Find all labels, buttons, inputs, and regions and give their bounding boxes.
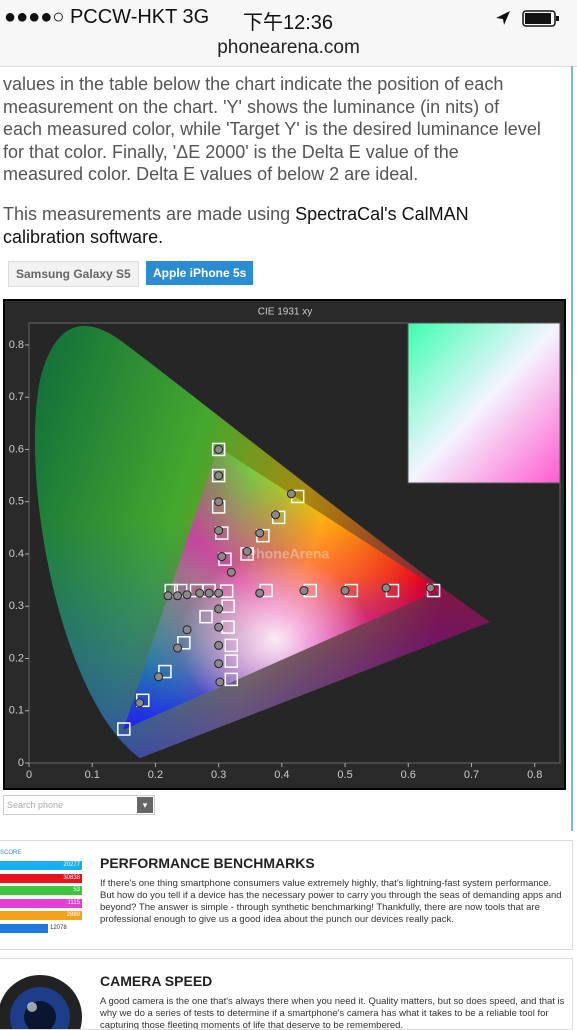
measured-point bbox=[226, 567, 236, 577]
y-tick-label: 0.7 bbox=[9, 391, 24, 403]
tab[interactable]: Samsung Galaxy S5 bbox=[8, 261, 139, 287]
x-tick-label: 0.2 bbox=[148, 769, 163, 781]
y-tick-label: 0.5 bbox=[9, 496, 24, 508]
y-tick-label: 0 bbox=[18, 757, 24, 769]
measured-point bbox=[182, 625, 192, 635]
target-point bbox=[211, 442, 226, 457]
measured-point bbox=[195, 588, 205, 598]
measured-point bbox=[214, 588, 224, 598]
score-value: 2889 bbox=[66, 912, 80, 918]
card-title: PERFORMANCE BENCHMARKS bbox=[100, 855, 315, 871]
paragraph: This measurements are made using Spectra… bbox=[3, 203, 543, 248]
chart: CIE 1931 xy PhoneArena 0 0.1 0.2 0.3 0.4 0.5 0… bbox=[3, 299, 566, 790]
status-icons bbox=[496, 10, 559, 27]
watermark: PhoneArena bbox=[247, 546, 330, 562]
measured-point bbox=[163, 591, 173, 601]
x-tick-label: 0 bbox=[26, 769, 32, 781]
target-point bbox=[224, 672, 239, 687]
tab-active[interactable]: Apple iPhone 5s bbox=[146, 261, 254, 285]
x-tick-label: 0.1 bbox=[85, 769, 100, 781]
measured-point bbox=[214, 444, 224, 454]
chart-title: CIE 1931 xy bbox=[258, 307, 312, 318]
measured-point bbox=[340, 586, 350, 596]
x-tick-label: 0.4 bbox=[274, 769, 289, 781]
measured-point bbox=[214, 640, 224, 650]
score-bar: 2889 bbox=[0, 911, 82, 920]
x-tick-label: 0.6 bbox=[401, 769, 416, 781]
measured-point bbox=[242, 546, 252, 556]
measured-point bbox=[425, 583, 435, 593]
lead-text: This measurements are made using bbox=[3, 204, 296, 224]
target-point bbox=[211, 468, 226, 483]
target-point bbox=[224, 654, 239, 668]
card[interactable]: CAMERA SPEED A good camera is the one th… bbox=[0, 958, 573, 1030]
measured-point bbox=[214, 604, 224, 614]
search-box[interactable]: Search phone ▾ bbox=[3, 795, 155, 815]
clock: 下午12:36 bbox=[243, 12, 334, 34]
y-tick-label: 0.2 bbox=[9, 652, 24, 664]
measured-point bbox=[286, 489, 296, 499]
y-tick-label: 0.1 bbox=[9, 705, 24, 717]
border bbox=[571, 66, 573, 831]
measured-point bbox=[217, 552, 227, 562]
score-value: 1115 bbox=[67, 899, 80, 906]
target-point bbox=[224, 638, 239, 653]
measured-point bbox=[214, 622, 224, 632]
measured-point bbox=[215, 677, 225, 687]
score-bar: 20277 bbox=[0, 861, 82, 870]
measured-point bbox=[204, 588, 214, 598]
measured-point bbox=[214, 659, 224, 669]
measured-point bbox=[173, 643, 183, 653]
link[interactable]: SpectraCal's CalMAN calibration software… bbox=[3, 204, 469, 247]
measured-point bbox=[182, 590, 192, 600]
card-title: CAMERA SPEED bbox=[100, 973, 213, 989]
score-value: 20277 bbox=[63, 862, 80, 868]
x-tick-label: 0.7 bbox=[464, 769, 479, 781]
status-bar: ●●●●○ PCCW-HKT 3G 下午12:36 phonearena.com bbox=[0, 0, 577, 67]
y-tick-label: 0.6 bbox=[9, 443, 24, 455]
card[interactable]: SCORE 20277 30838 53 1115 2889 12078 PERFORMA… bbox=[0, 840, 573, 950]
target-point bbox=[117, 722, 131, 736]
score-bar: 1115 bbox=[0, 898, 82, 908]
score-image: SCORE 20277 30838 53 1115 2889 12078 bbox=[0, 849, 86, 945]
camera-lens bbox=[0, 975, 82, 1029]
measured-point bbox=[214, 525, 224, 535]
x-tick-label: 0.8 bbox=[527, 769, 542, 781]
measured-point bbox=[381, 583, 391, 593]
y-tick-label: 0.3 bbox=[9, 600, 24, 612]
card-text: If there's one thing smartphone consumer… bbox=[100, 878, 562, 925]
measured-point bbox=[173, 591, 183, 601]
y-tick-label: 0.8 bbox=[9, 339, 24, 351]
measured-point bbox=[255, 588, 265, 598]
score-value: 53 bbox=[73, 887, 80, 893]
measured-point bbox=[214, 497, 224, 507]
measured-point bbox=[299, 586, 309, 596]
score-bar: 30838 bbox=[0, 873, 82, 883]
target-point bbox=[177, 636, 191, 650]
card-text: A good camera is the one that's always t… bbox=[100, 996, 565, 1030]
measured-point bbox=[255, 528, 265, 538]
score-bar: 12078 bbox=[0, 923, 67, 933]
y-tick-label: 0.4 bbox=[9, 548, 24, 560]
score-label: SCORE bbox=[0, 850, 22, 856]
target-point bbox=[158, 664, 172, 679]
url[interactable]: phonearena.com bbox=[217, 37, 360, 58]
measured-point bbox=[214, 471, 224, 481]
paragraph: values in the table below the chart indi… bbox=[3, 74, 541, 184]
carrier: ●●●●○ PCCW-HKT 3G bbox=[4, 6, 210, 28]
measured-point bbox=[135, 698, 145, 708]
inset-zoom bbox=[407, 322, 561, 484]
x-tick-label: 0.5 bbox=[337, 769, 352, 781]
score-value: 30838 bbox=[63, 874, 80, 881]
x-tick-label: 0.3 bbox=[211, 769, 226, 781]
search-placeholder: Search phone bbox=[7, 800, 64, 810]
measured-point bbox=[271, 510, 281, 520]
score-value: 12078 bbox=[50, 924, 67, 931]
measured-point bbox=[154, 672, 164, 682]
score-bar: 53 bbox=[0, 886, 82, 895]
dropdown[interactable]: ▾ bbox=[137, 797, 153, 813]
target-point bbox=[199, 609, 213, 624]
